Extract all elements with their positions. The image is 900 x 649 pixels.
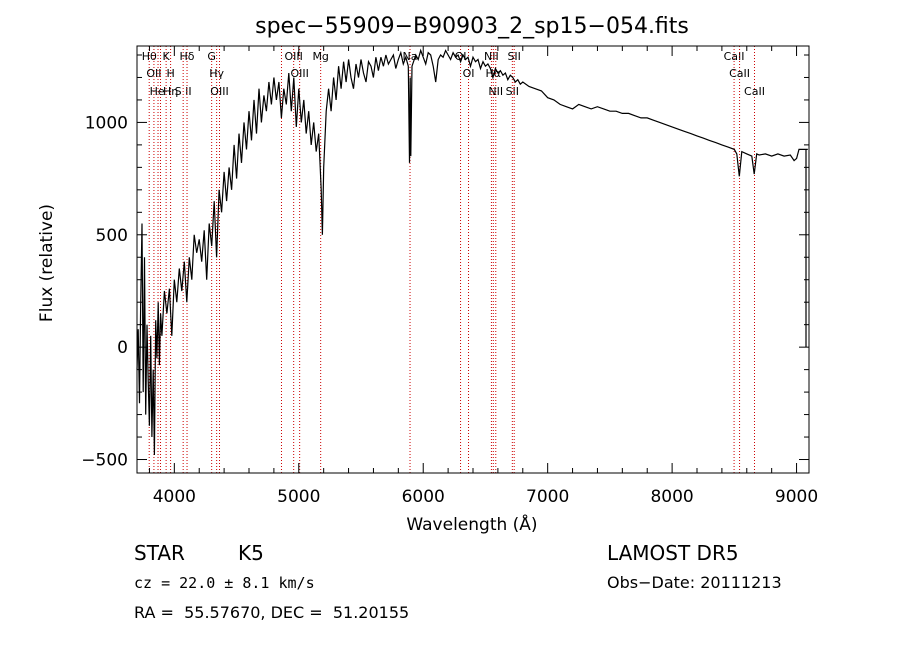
line-marker-label: G: [207, 50, 216, 63]
redshift-velocity: cz = 22.0 ± 8.1 km/s: [134, 574, 315, 592]
coordinates: RA = 55.57670, DEC = 51.20155: [134, 603, 410, 622]
y-axis-ticks: −500 0 500 1000: [81, 54, 809, 471]
line-marker-label: Hα: [486, 67, 502, 80]
line-marker-label: Mg: [312, 50, 328, 63]
flux-line: [136, 48, 808, 456]
line-marker-label: OIII: [210, 85, 228, 98]
x-tick-label: 4000: [153, 487, 196, 507]
line-marker-label: Hγ: [209, 67, 224, 80]
x-tick-label: 7000: [526, 487, 569, 507]
y-axis-label: Flux (relative): [37, 204, 57, 322]
line-marker-label: Hθ: [142, 50, 157, 63]
x-axis-label: Wavelength (Å): [406, 513, 537, 535]
x-tick-label: 6000: [402, 487, 445, 507]
y-tick-label: 0: [117, 338, 128, 358]
chart-title: spec−55909−B90903_2_sp15−054.fits: [255, 14, 689, 39]
observation-date: Obs−Date: 20111213: [607, 573, 782, 592]
line-marker-label: OIII: [290, 67, 308, 80]
object-type: STAR: [134, 541, 185, 565]
line-marker-label: Hδ: [180, 50, 195, 63]
y-tick-label: −500: [81, 451, 128, 471]
line-marker-label: OIII: [284, 50, 302, 63]
flux-series: [136, 48, 808, 456]
survey-name: LAMOST DR5: [607, 541, 739, 565]
line-marker-label: SII: [506, 85, 519, 98]
y-tick-label: 500: [96, 226, 128, 246]
line-marker-label: OI: [455, 50, 467, 63]
line-marker-label: OII: [146, 67, 161, 80]
x-axis-ticks: 4000 5000 6000 7000 8000 9000: [148, 46, 818, 507]
line-marker-label: K: [163, 50, 171, 63]
line-marker-label: OI: [463, 67, 475, 80]
y-tick-label: 1000: [85, 113, 128, 133]
plot-frame: [136, 45, 810, 474]
line-marker-label: CaII: [729, 67, 750, 80]
line-marker-label: CaII: [744, 85, 765, 98]
line-marker-label: Hη: [163, 85, 178, 98]
line-marker-label: S II: [175, 85, 192, 98]
line-marker-label: SII: [507, 50, 520, 63]
x-tick-label: 8000: [650, 487, 693, 507]
line-marker-label: CaII: [724, 50, 745, 63]
line-marker-label: NII: [484, 50, 499, 63]
x-tick-label: 5000: [277, 487, 320, 507]
line-marker-label: NII: [488, 85, 503, 98]
x-tick-label: 9000: [775, 487, 818, 507]
spectral-subclass: K5: [238, 541, 264, 565]
line-marker-label: H: [166, 67, 174, 80]
